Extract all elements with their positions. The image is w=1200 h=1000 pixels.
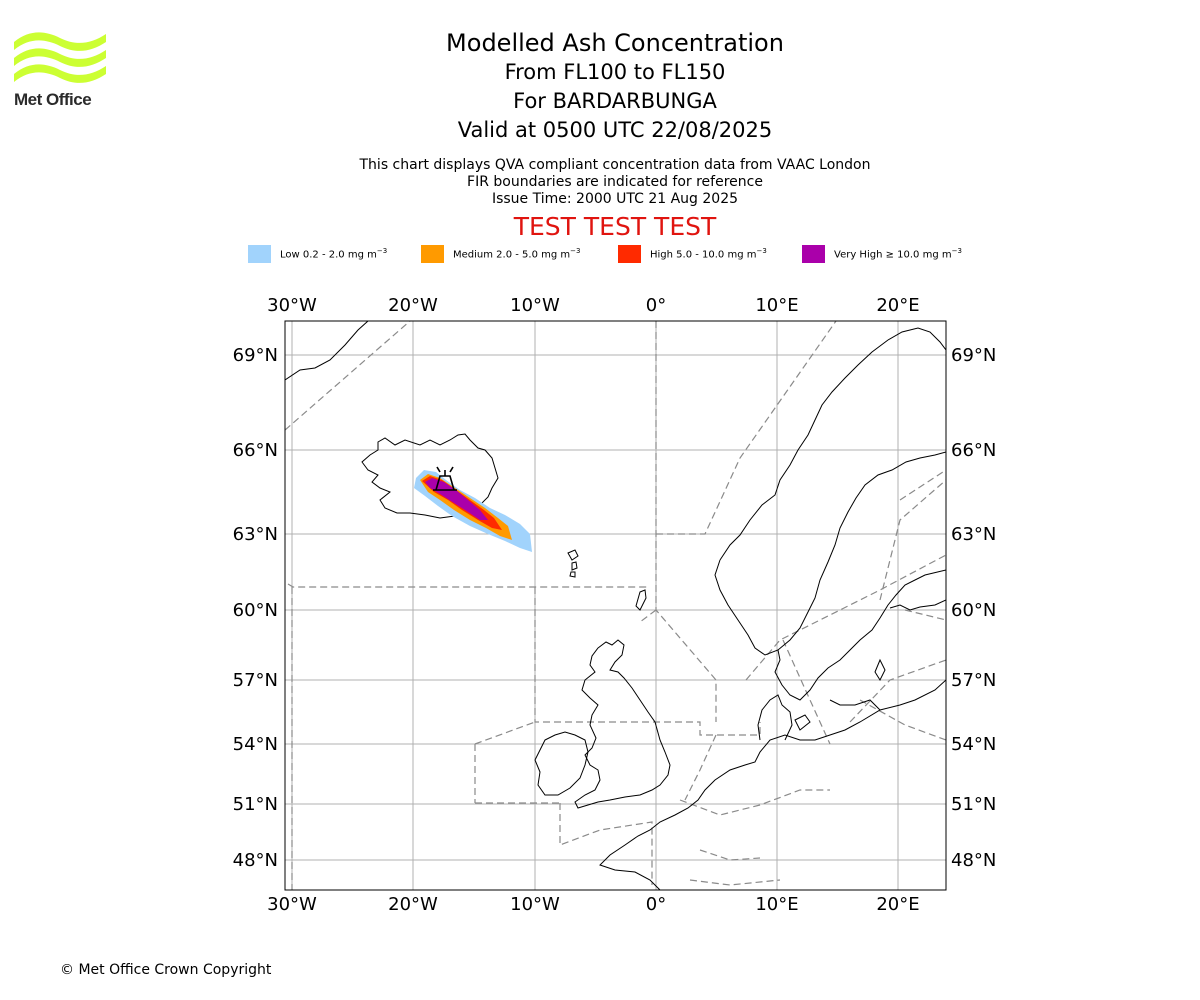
subtitle-line-2: FIR boundaries are indicated for referen…	[467, 174, 763, 190]
lat-label: 54°N	[951, 734, 996, 755]
legend-swatch-medium	[421, 245, 444, 263]
lon-label: 0°	[646, 894, 666, 915]
graticule	[285, 321, 946, 890]
lat-label: 57°N	[951, 670, 996, 691]
valid-time: Valid at 0500 UTC 22/08/2025	[457, 118, 773, 142]
legend: Low 0.2 - 2.0 mg m−3 Medium 2.0 - 5.0 mg…	[0, 244, 1200, 264]
lat-label: 51°N	[233, 794, 278, 815]
lon-labels-top: 30°W 20°W 10°W 0° 10°E 20°E	[267, 295, 919, 316]
logo-text: Met Office	[14, 90, 92, 109]
lat-label: 57°N	[233, 670, 278, 691]
lon-label: 0°	[646, 295, 666, 316]
lon-labels-bottom: 30°W 20°W 10°W 0° 10°E 20°E	[267, 894, 919, 915]
ash-plume	[414, 470, 532, 552]
lon-label: 20°W	[388, 295, 438, 316]
legend-item-medium: Medium 2.0 - 5.0 mg m−3	[421, 244, 580, 264]
legend-label-high: High 5.0 - 10.0 mg m	[650, 249, 757, 261]
lat-label: 48°N	[951, 850, 996, 871]
lat-label: 48°N	[233, 850, 278, 871]
legend-label-low: Low 0.2 - 2.0 mg m	[280, 249, 377, 261]
lon-label: 10°E	[755, 295, 798, 316]
fir-boundaries	[285, 321, 946, 890]
lon-label: 10°E	[755, 894, 798, 915]
lat-label: 54°N	[233, 734, 278, 755]
lat-label: 69°N	[951, 345, 996, 366]
legend-label-very-high: Very High ≥ 10.0 mg m	[834, 249, 952, 261]
lon-label: 10°W	[510, 295, 560, 316]
map-frame	[284, 320, 947, 891]
lat-labels-right: 69°N 66°N 63°N 60°N 57°N 54°N 51°N 48°N	[951, 345, 996, 871]
met-office-waves-icon	[14, 32, 106, 83]
lat-label: 51°N	[951, 794, 996, 815]
legend-item-high: High 5.0 - 10.0 mg m−3	[618, 244, 767, 264]
volcano-name: For BARDARBUNGA	[513, 89, 717, 113]
chart-title: Modelled Ash Concentration	[446, 29, 784, 57]
lon-label: 10°W	[510, 894, 560, 915]
legend-item-very-high: Very High ≥ 10.0 mg m−3	[802, 244, 962, 264]
lat-label: 60°N	[233, 600, 278, 621]
lat-label: 60°N	[951, 600, 996, 621]
legend-swatch-high	[618, 245, 641, 263]
copyright-notice: © Met Office Crown Copyright	[60, 962, 272, 978]
lon-label: 20°E	[876, 894, 919, 915]
volcano-icon	[433, 466, 457, 491]
lon-label: 30°W	[267, 894, 317, 915]
lon-label: 30°W	[267, 295, 317, 316]
issue-time: Issue Time: 2000 UTC 21 Aug 2025	[491, 191, 739, 207]
lat-label: 63°N	[233, 524, 278, 545]
lat-label: 66°N	[951, 440, 996, 461]
lat-labels-left: 69°N 66°N 63°N 60°N 57°N 54°N 51°N 48°N	[233, 345, 278, 871]
met-office-logo: Met Office	[14, 30, 110, 114]
ash-very-high-zone	[425, 478, 488, 520]
legend-label-medium: Medium 2.0 - 5.0 mg m	[453, 249, 571, 261]
test-banner: TEST TEST TEST	[513, 212, 717, 241]
lat-label: 69°N	[233, 345, 278, 366]
legend-swatch-low	[248, 245, 271, 263]
flight-levels: From FL100 to FL150	[504, 60, 726, 84]
legend-swatch-very-high	[802, 245, 825, 263]
lon-label: 20°W	[388, 894, 438, 915]
lon-label: 20°E	[876, 295, 919, 316]
lat-label: 63°N	[951, 524, 996, 545]
legend-item-low: Low 0.2 - 2.0 mg m−3	[248, 244, 387, 264]
lat-label: 66°N	[233, 440, 278, 461]
coastlines	[285, 321, 946, 890]
subtitle-line-1: This chart displays QVA compliant concen…	[359, 157, 871, 173]
